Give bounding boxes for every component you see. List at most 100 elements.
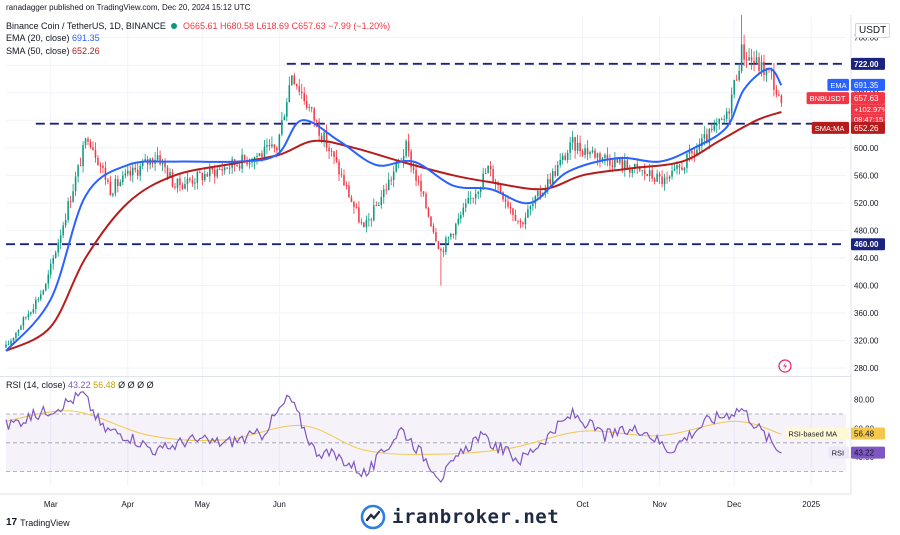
- candle-body: [576, 142, 579, 151]
- candle-body: [527, 209, 529, 218]
- candle: [348, 181, 350, 198]
- candle: [711, 123, 713, 133]
- tradingview-logo-text: TradingView: [20, 517, 70, 528]
- symbol-legend[interactable]: Binance Coin / TetherUS, 1D, BINANCE O66…: [6, 21, 390, 31]
- candle: [363, 222, 365, 228]
- price-tag-value: 691.35: [854, 81, 879, 90]
- candle-body: [616, 158, 619, 163]
- ema-legend[interactable]: EMA (20, close) 691.35: [6, 33, 100, 43]
- candle-body: [291, 75, 293, 86]
- candle-body: [313, 108, 315, 121]
- candle-body: [22, 317, 25, 326]
- price-tick-label: 560.00: [854, 171, 879, 180]
- candle: [141, 158, 144, 170]
- candle: [778, 90, 780, 97]
- candle-body: [370, 219, 373, 221]
- candle-body: [283, 116, 286, 121]
- price-tick-label: 280.00: [854, 364, 879, 373]
- currency-selector[interactable]: USDT: [855, 23, 891, 38]
- candle: [114, 175, 117, 197]
- rsi-legend-label: RSI (14, close): [6, 380, 66, 390]
- candle-body: [591, 150, 594, 153]
- candle-body: [420, 180, 422, 192]
- candle: [450, 232, 452, 240]
- candle: [743, 34, 745, 66]
- candle: [673, 164, 676, 172]
- price-tag-name-box: [806, 92, 849, 105]
- candle: [407, 133, 410, 157]
- candle: [382, 184, 385, 204]
- candle: [629, 164, 631, 178]
- candle: [20, 324, 22, 331]
- candle: [74, 171, 77, 196]
- candle: [750, 48, 753, 70]
- candle: [204, 167, 206, 182]
- candle: [457, 213, 460, 226]
- candle: [713, 119, 716, 132]
- candle-body: [566, 152, 569, 160]
- candle: [273, 144, 276, 153]
- candle: [226, 167, 228, 170]
- candle-body: [179, 178, 181, 186]
- candle: [390, 176, 392, 186]
- candle-body: [226, 167, 228, 169]
- candle-body: [136, 169, 139, 176]
- price-tag-extra: 08:47:15: [854, 115, 883, 124]
- candle: [196, 169, 199, 190]
- candle: [755, 50, 758, 64]
- candle-body: [72, 191, 74, 202]
- candle-body: [569, 142, 571, 153]
- candle: [156, 147, 159, 163]
- candle-body: [87, 138, 89, 142]
- candle: [258, 152, 261, 157]
- candle-body: [427, 208, 430, 217]
- candle: [343, 169, 345, 186]
- candle: [288, 76, 291, 103]
- candle-body: [67, 201, 69, 220]
- candle-body: [99, 165, 102, 166]
- lightning-icon[interactable]: [778, 359, 792, 373]
- candle: [574, 136, 576, 159]
- candle: [159, 150, 161, 166]
- candle: [117, 175, 119, 193]
- candle-body: [189, 178, 191, 181]
- candle: [489, 161, 492, 177]
- candle: [129, 165, 132, 181]
- rsi-legend[interactable]: RSI (14, close) 43.22 56.48 Ø Ø Ø Ø: [6, 380, 154, 390]
- tradingview-logo[interactable]: 17 TradingView: [6, 517, 70, 528]
- candle-body: [539, 191, 542, 197]
- candle-body: [678, 165, 681, 168]
- candle: [67, 197, 69, 223]
- candle-body: [713, 125, 716, 131]
- candle: [122, 170, 124, 186]
- candle: [651, 164, 653, 182]
- candle: [47, 269, 50, 289]
- candle: [532, 197, 534, 211]
- time-tick-label: May: [195, 500, 210, 509]
- sma-legend[interactable]: SMA (50, close) 652.26: [6, 46, 100, 56]
- price-tag-value-box: [851, 92, 885, 105]
- candle-body: [763, 61, 765, 75]
- candle: [97, 155, 99, 166]
- price-tag-name: BNBUSDT: [810, 94, 846, 103]
- candle: [99, 162, 102, 174]
- candle-body: [186, 178, 189, 185]
- candle-body: [447, 237, 450, 238]
- candle: [775, 85, 778, 98]
- candle-body: [532, 203, 534, 207]
- candle: [84, 137, 87, 149]
- candle: [64, 213, 67, 229]
- candle: [405, 139, 407, 159]
- candle: [22, 316, 25, 330]
- symbol-name[interactable]: Binance Coin / TetherUS, 1D, BINANCE: [6, 21, 166, 31]
- candle-body: [497, 184, 499, 186]
- candle: [40, 290, 42, 302]
- candle-body: [658, 173, 661, 177]
- candle: [474, 189, 477, 205]
- candle-body: [365, 220, 368, 228]
- price-tag-extra-box: [851, 104, 885, 115]
- candle-body: [614, 158, 616, 168]
- candle: [201, 172, 204, 186]
- candle: [30, 311, 32, 316]
